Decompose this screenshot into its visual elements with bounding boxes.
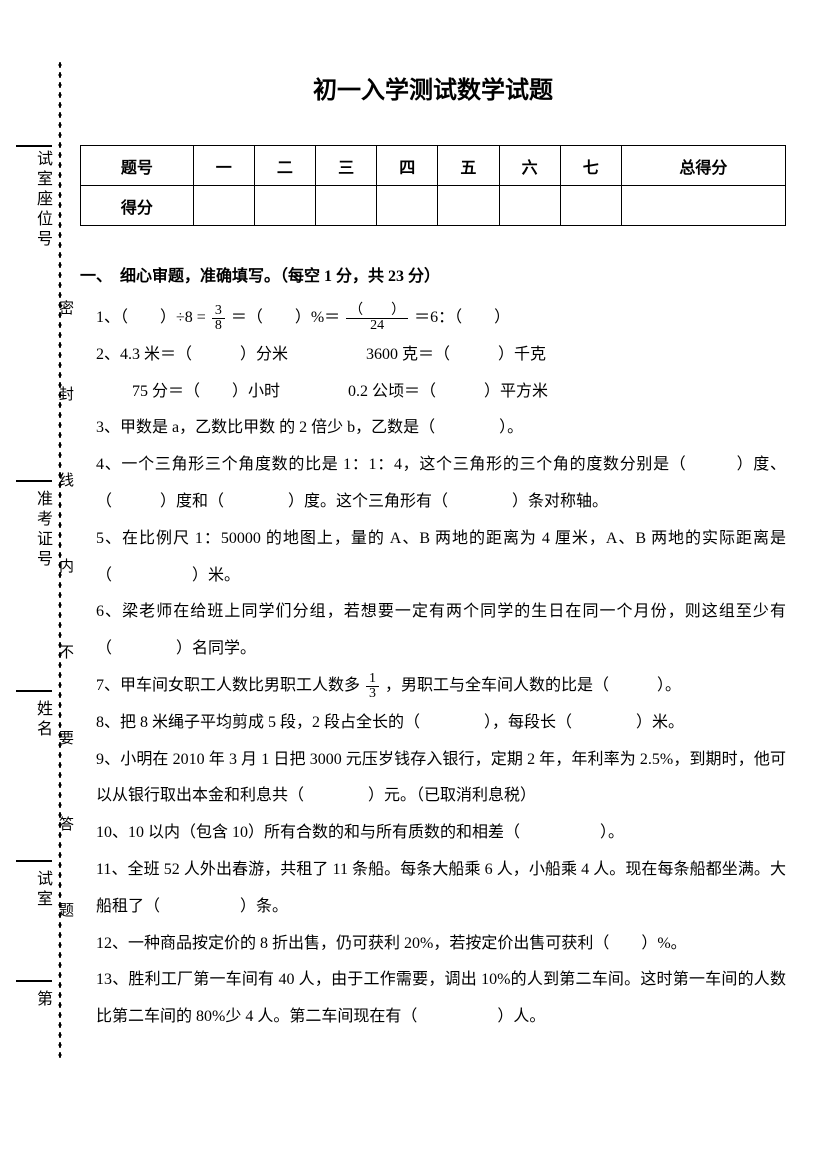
score-header: 六 xyxy=(499,146,560,186)
score-cell xyxy=(315,186,376,226)
fraction: 38 xyxy=(212,304,225,333)
binding-di: 第 xyxy=(30,990,54,1010)
binding-line xyxy=(16,690,52,692)
binding-name: 姓名 xyxy=(30,700,54,740)
q1-text: ＝6：（ ） xyxy=(414,309,510,326)
score-cell xyxy=(499,186,560,226)
score-header: 二 xyxy=(254,146,315,186)
question-2: 2、4.3 米＝（ ）分米 3600 克＝（ ）千克 75 分＝（ ）小时 0.… xyxy=(80,337,786,411)
binding-line xyxy=(16,480,52,482)
score-cell xyxy=(254,186,315,226)
q7a: 7、甲车间女职工人数比男职工人数多 xyxy=(96,677,360,694)
score-cell xyxy=(438,186,499,226)
fraction: 13 xyxy=(366,672,379,701)
q1-text: 1、（ ）÷8 = xyxy=(96,309,210,326)
score-cell xyxy=(377,186,438,226)
question-13: 13、胜利工厂第一车间有 40 人，由于工作需要，调出 10%的人到第二车间。这… xyxy=(80,962,786,1036)
question-9: 9、小明在 2010 年 3 月 1 日把 3000 元压岁钱存入银行，定期 2… xyxy=(80,742,786,816)
binding-room: 试室 xyxy=(30,870,54,910)
score-row-label: 得分 xyxy=(81,186,194,226)
q2c: 75 分＝（ ）小时 xyxy=(132,383,280,400)
score-header: 七 xyxy=(560,146,621,186)
score-header: 总得分 xyxy=(621,146,785,186)
score-header: 题号 xyxy=(81,146,194,186)
q1-text: ＝（ ）%＝ xyxy=(231,309,340,326)
question-6: 6、梁老师在给班上同学们分组，若想要一定有两个同学的生日在同一个月份，则这组至少… xyxy=(80,594,786,668)
score-cell xyxy=(560,186,621,226)
binding-line xyxy=(16,860,52,862)
score-cell xyxy=(621,186,785,226)
binding-line xyxy=(16,145,52,147)
score-header: 五 xyxy=(438,146,499,186)
score-cell xyxy=(193,186,254,226)
table-row: 题号 一 二 三 四 五 六 七 总得分 xyxy=(81,146,786,186)
binding-seat: 试室座位号 xyxy=(30,150,54,250)
question-7: 7、甲车间女职工人数比男职工人数多 13 ，男职工与全车间人数的比是（ ）。 xyxy=(80,668,786,705)
question-5: 5、在比例尺 1：50000 的地图上，量的 A、B 两地的距离为 4 厘米，A… xyxy=(80,521,786,595)
question-8: 8、把 8 米绳子平均剪成 5 段，2 段占全长的（ ），每段长（ ）米。 xyxy=(80,705,786,742)
q2b: 3600 克＝（ ）千克 xyxy=(366,346,546,363)
score-header: 四 xyxy=(377,146,438,186)
seal-line-text: 密 封 线 内 不 要 答 题 xyxy=(55,300,76,945)
exam-title: 初一入学测试数学试题 xyxy=(80,70,786,105)
score-header: 一 xyxy=(193,146,254,186)
q2d: 0.2 公顷＝（ ）平方米 xyxy=(348,383,548,400)
q2a: 2、4.3 米＝（ ）分米 xyxy=(96,346,288,363)
table-row: 得分 xyxy=(81,186,786,226)
binding-labels: 试室座位号 准考证号 姓名 试室 第 xyxy=(10,60,58,1060)
fraction: （ ）24 xyxy=(346,304,408,333)
score-table: 题号 一 二 三 四 五 六 七 总得分 得分 xyxy=(80,145,786,226)
question-3: 3、甲数是 a，乙数比甲数 的 2 倍少 b，乙数是（ ）。 xyxy=(80,410,786,447)
score-header: 三 xyxy=(315,146,376,186)
question-4: 4、一个三角形三个角度数的比是 1：1：4，这个三角形的三个角的度数分别是（ ）… xyxy=(80,447,786,521)
question-12: 12、一种商品按定价的 8 折出售，仍可获利 20%，若按定价出售可获利（ ）%… xyxy=(80,926,786,963)
exam-page: 试室座位号 准考证号 姓名 试室 第 密 封 线 内 不 要 答 题 初一入学测… xyxy=(0,0,826,1169)
section-1-heading: 一、 细心审题，准确填写。（每空 1 分，共 23 分） xyxy=(80,262,786,286)
binding-examno: 准考证号 xyxy=(30,490,54,570)
question-10: 10、10 以内（包含 10）所有合数的和与所有质数的和相差（ ）。 xyxy=(80,815,786,852)
q7b: ，男职工与全车间人数的比是（ ）。 xyxy=(385,677,681,694)
question-1: 1、（ ）÷8 = 38 ＝（ ）%＝ （ ）24 ＝6：（ ） xyxy=(80,300,786,337)
question-11: 11、全班 52 人外出春游，共租了 11 条船。每条大船乘 6 人，小船乘 4… xyxy=(80,852,786,926)
binding-line xyxy=(16,980,52,982)
